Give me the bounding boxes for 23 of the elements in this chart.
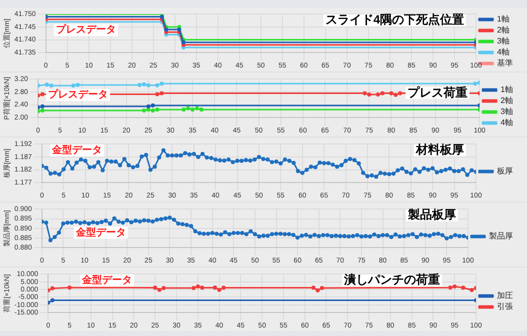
annotation: 製品板厚 [407,208,456,222]
legend-label: 加圧 [497,291,513,300]
legend-label: 1軸 [497,14,510,24]
annotation: 金型データ [50,144,102,156]
legend-label: 板厚 [496,166,513,176]
annotation: 潰しパンチの荷重 [343,272,440,287]
legend-label: 4軸 [497,48,510,57]
legend-label: 4軸 [500,118,514,128]
legend-label: 基準 [497,58,513,68]
annotation: プレスデータ [48,88,108,101]
legend-label: 製品厚 [489,232,513,241]
annotation: スライド4隅の下死点位置 [325,12,464,27]
legend-label: 3軸 [497,36,510,46]
annotation: 材料板厚 [415,142,464,157]
annotation: 金型データ [81,274,132,286]
legend-label: 2軸 [497,26,510,35]
legend-label: 1軸 [500,85,514,94]
legend-label: 2軸 [500,96,514,106]
annotation: プレス荷重 [408,85,468,100]
annotation: 金型データ [74,226,126,238]
legend-label: 引張 [497,302,513,312]
legend-label: 3軸 [500,107,514,116]
annotation: プレスデータ [56,24,116,36]
